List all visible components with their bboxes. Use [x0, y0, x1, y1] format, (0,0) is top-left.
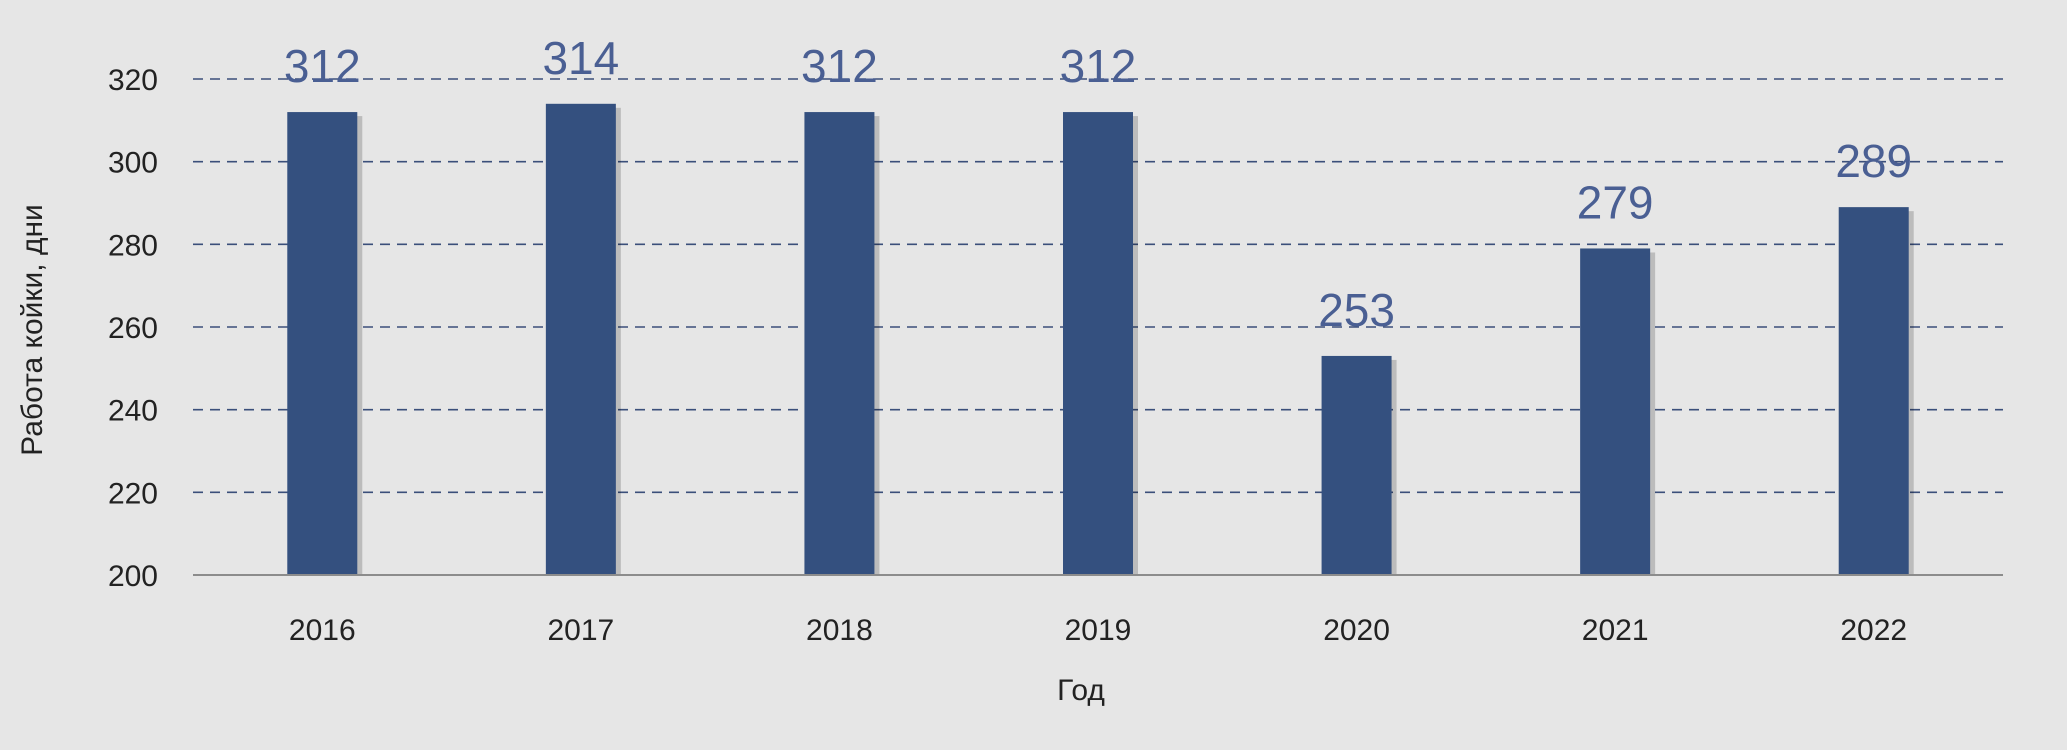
y-tick-label: 320: [108, 64, 158, 97]
data-label: 279: [1577, 176, 1654, 228]
x-tick-label: 2016: [289, 614, 356, 647]
data-label: 314: [542, 32, 619, 84]
bars: [287, 103, 1914, 576]
data-label: 289: [1835, 135, 1912, 187]
bar: [1580, 248, 1651, 575]
x-axis-title: Год: [1057, 674, 1105, 707]
y-tick-label: 240: [108, 395, 158, 428]
bar: [1063, 112, 1133, 576]
y-tick-label: 220: [108, 477, 158, 510]
data-label: 312: [1060, 40, 1137, 92]
x-tick-label: 2022: [1840, 614, 1907, 647]
x-tick-label: 2018: [806, 614, 873, 647]
x-tick-label: 2021: [1582, 614, 1649, 647]
bar: [287, 112, 358, 576]
y-tick-label: 260: [108, 312, 158, 345]
x-tick-label: 2020: [1323, 614, 1390, 647]
y-axis-ticks: 200 220 240 260 280 300 320: [108, 64, 158, 593]
bar: [545, 103, 616, 576]
y-axis-title: Работа койки, дни: [16, 204, 49, 456]
y-tick-label: 300: [108, 147, 158, 180]
x-tick-label: 2017: [547, 614, 614, 647]
data-label: 312: [284, 40, 361, 92]
data-labels: 312 314 312 312 253 279 289: [284, 32, 1912, 336]
bar: [1838, 207, 1909, 575]
bar: [804, 112, 875, 576]
y-tick-label: 200: [108, 560, 158, 593]
data-label: 253: [1318, 284, 1395, 336]
x-tick-label: 2019: [1065, 614, 1132, 647]
bar: [1321, 355, 1392, 575]
data-label: 312: [801, 40, 878, 92]
x-axis-ticks: 2016 2017 2018 2019 2020 2021 2022: [289, 614, 1907, 647]
y-tick-label: 280: [108, 229, 158, 262]
